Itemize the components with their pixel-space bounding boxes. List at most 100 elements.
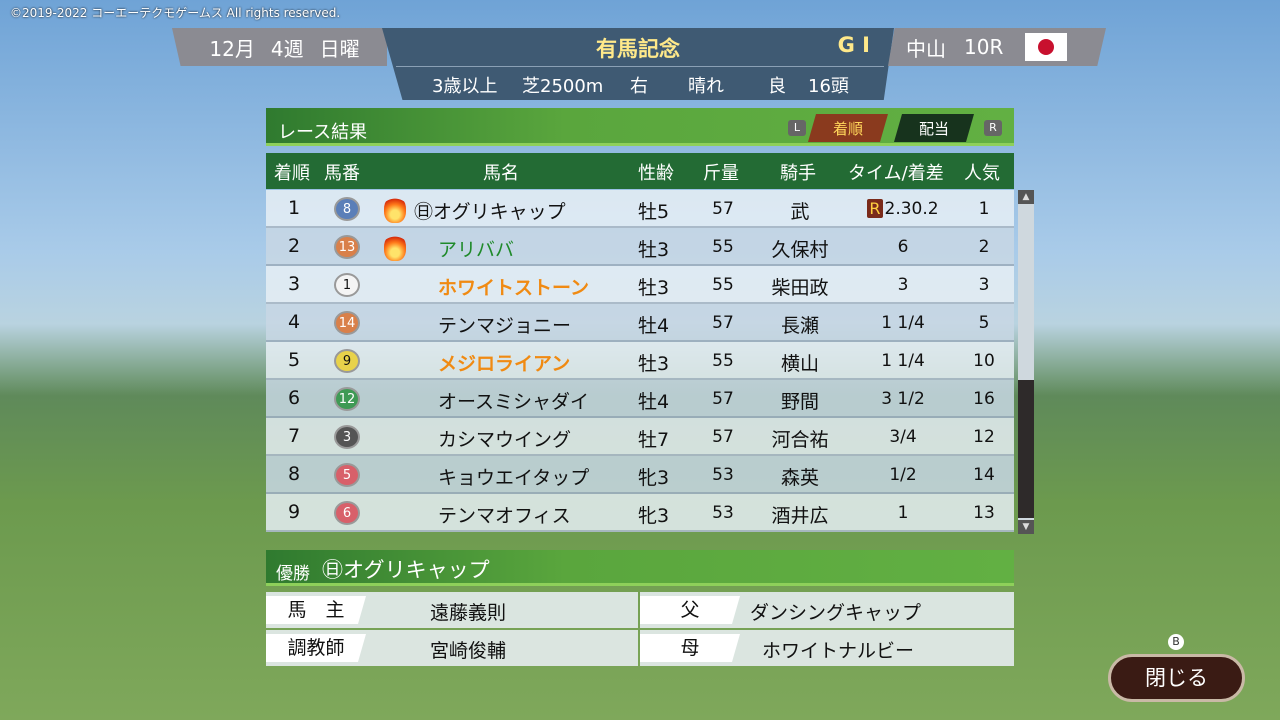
popularity: 1	[978, 199, 990, 219]
rank: 8	[288, 463, 301, 485]
table-row[interactable]: 8 5 キョウエイタップ 牝3 53 森英 1/2 14	[266, 456, 1014, 494]
time-value: 2.30.2	[884, 199, 939, 219]
horse-name[interactable]: ホワイトストーン	[438, 277, 590, 299]
table-row[interactable]: 9 6 テンマオフィス 牝3 53 酒井広 1 13	[266, 494, 1014, 532]
direction: 右	[630, 76, 648, 97]
results-table: 1 8 ㊐オグリキャップ 牡5 57 武 R 2.30.2 1 2 13 アリババ 牡3 55 久保村 6 2 3…	[266, 190, 1014, 532]
rank: 6	[288, 387, 301, 409]
winner-label: 優勝	[276, 564, 310, 584]
time-value: 1/2	[889, 465, 917, 485]
date-panel: 12月 4週 日曜	[172, 28, 387, 66]
horse-number-badge: 6	[334, 501, 360, 525]
scroll-thumb[interactable]	[1018, 380, 1034, 518]
results-title: レース結果	[278, 122, 368, 143]
table-row[interactable]: 7 3 カシマウイング 牡7 57 河合祐 3/4 12	[266, 418, 1014, 456]
popularity: 5	[978, 313, 990, 333]
rank: 9	[288, 501, 301, 523]
popularity: 12	[973, 427, 995, 447]
owner-label: 馬 主	[266, 596, 366, 624]
popularity: 16	[973, 389, 995, 409]
fire-icon	[384, 195, 406, 223]
winner-info: 馬 主 遠藤義則 調教師 宮崎俊輔 父ダンシングキャップ 母ホワイトナルビー	[266, 592, 1014, 666]
fire-icon	[384, 233, 406, 261]
popularity: 13	[973, 503, 995, 523]
weather: 晴れ	[688, 76, 724, 97]
sex-age: 牡3	[638, 353, 670, 375]
horse-name[interactable]: メジロライアン	[438, 353, 571, 375]
horse-name[interactable]: ㊐オグリキャップ	[414, 201, 566, 223]
scroll-up-icon[interactable]: ▲	[1018, 190, 1034, 204]
col-time: タイム/着差	[848, 163, 944, 184]
time-value: 3 1/2	[881, 389, 925, 409]
sex-age: 牡4	[638, 391, 670, 413]
weight: 57	[712, 389, 734, 409]
horse-number-badge: 14	[334, 311, 360, 335]
time-margin: 3 1/2	[846, 389, 960, 409]
horse-name[interactable]: キョウエイタップ	[438, 467, 590, 489]
horse-number-badge: 8	[334, 197, 360, 221]
time-margin: 3	[846, 275, 960, 295]
trainer: 宮崎俊輔	[430, 640, 507, 662]
time-margin: 1/2	[846, 465, 960, 485]
scroll-down-icon[interactable]: ▼	[1018, 520, 1034, 534]
rank: 7	[288, 425, 301, 447]
sex-age: 牝3	[638, 505, 670, 527]
tab-payouts[interactable]: 配当	[894, 114, 974, 142]
race-conditions: 3歳以上 芝2500m 右 晴れ 良 16頭	[432, 72, 849, 98]
sex-age: 牝3	[638, 467, 670, 489]
scrollbar[interactable]: ▲ ▼	[1018, 190, 1034, 534]
horse-number-badge: 12	[334, 387, 360, 411]
popularity: 3	[978, 275, 990, 295]
horse-name[interactable]: カシマウイング	[438, 429, 572, 451]
time-value: 1 1/4	[881, 351, 925, 371]
jockey: 横山	[780, 353, 819, 375]
jockey: 武	[790, 201, 810, 223]
japan-flag-icon	[1025, 33, 1068, 61]
month: 12月	[209, 36, 255, 61]
rank: 3	[288, 273, 301, 295]
col-name: 馬名	[483, 163, 519, 184]
owner: 遠藤義則	[430, 602, 507, 624]
results-header: レース結果 L 着順 配当 R	[266, 108, 1014, 146]
age-condition: 3歳以上	[432, 76, 498, 97]
time-value: 3/4	[889, 427, 917, 447]
sex-age: 牡5	[638, 201, 670, 223]
time-value: 1	[897, 503, 909, 523]
horse-number-badge: 5	[334, 463, 360, 487]
l-button-icon: L	[788, 120, 806, 136]
table-row[interactable]: 3 1 ホワイトストーン 牡3 55 柴田政 3 3	[266, 266, 1014, 304]
table-row[interactable]: 6 12 オースミシャダイ 牡4 57 野間 3 1/2 16	[266, 380, 1014, 418]
track-condition: 良	[768, 76, 786, 97]
record-icon: R	[867, 199, 883, 218]
jockey: 野間	[780, 391, 819, 413]
race-grade: G I	[837, 33, 870, 57]
horse-name[interactable]: オースミシャダイ	[438, 391, 590, 413]
table-row[interactable]: 5 9 メジロライアン 牡3 55 横山 1 1/4 10	[266, 342, 1014, 380]
race-name: 有馬記念	[596, 37, 680, 61]
close-button[interactable]: 閉じる	[1108, 654, 1245, 702]
dam: ホワイトナルビー	[762, 640, 915, 662]
time-value: 1 1/4	[881, 313, 925, 333]
day: 日曜	[319, 36, 360, 61]
sire-row: 父ダンシングキャップ	[640, 592, 1014, 628]
jockey: 長瀬	[780, 315, 819, 337]
col-jockey: 騎手	[780, 163, 816, 184]
weight: 55	[712, 275, 734, 295]
col-weight: 斤量	[703, 163, 739, 184]
rank: 1	[288, 197, 301, 219]
table-row[interactable]: 1 8 ㊐オグリキャップ 牡5 57 武 R 2.30.2 1	[266, 190, 1014, 228]
sire: ダンシングキャップ	[750, 602, 922, 624]
col-rank: 着順	[274, 163, 310, 184]
table-row[interactable]: 2 13 アリババ 牡3 55 久保村 6 2	[266, 228, 1014, 266]
horse-name[interactable]: テンマオフィス	[438, 505, 571, 527]
tab-finish-order[interactable]: 着順	[808, 114, 888, 142]
time-margin: R 2.30.2	[846, 199, 960, 219]
sex-age: 牡3	[638, 239, 670, 261]
horse-number-badge: 13	[334, 235, 360, 259]
horse-name[interactable]: アリババ	[438, 239, 515, 261]
popularity: 10	[973, 351, 995, 371]
horse-name[interactable]: テンマジョニー	[438, 315, 572, 337]
table-row[interactable]: 4 14 テンマジョニー 牡4 57 長瀬 1 1/4 5	[266, 304, 1014, 342]
col-popularity: 人気	[964, 163, 1000, 184]
popularity: 2	[978, 237, 990, 257]
